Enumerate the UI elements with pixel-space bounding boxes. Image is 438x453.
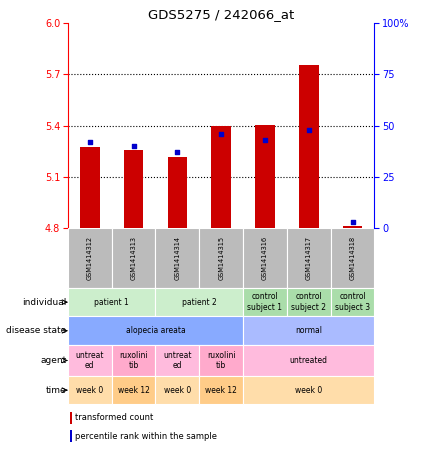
Text: ruxolini
tib: ruxolini tib: [207, 351, 236, 370]
Text: week 0: week 0: [76, 386, 103, 395]
Bar: [112, 376, 155, 405]
Point: [130, 143, 137, 150]
Text: GSM1414316: GSM1414316: [262, 236, 268, 280]
Text: GSM1414317: GSM1414317: [306, 236, 312, 280]
Text: GSM1414313: GSM1414313: [131, 236, 137, 280]
Bar: [243, 228, 287, 288]
Bar: [112, 345, 155, 376]
Text: week 0: week 0: [295, 386, 322, 395]
Text: week 0: week 0: [164, 386, 191, 395]
Bar: [343, 226, 363, 228]
Bar: [287, 288, 331, 317]
Text: disease state: disease state: [6, 326, 67, 335]
Text: untreated: untreated: [290, 356, 328, 365]
Bar: [68, 376, 112, 405]
Bar: [299, 65, 319, 228]
Bar: [155, 376, 199, 405]
Bar: [243, 288, 287, 317]
Text: control
subject 2: control subject 2: [291, 293, 326, 312]
Bar: [155, 228, 199, 288]
Title: GDS5275 / 242066_at: GDS5275 / 242066_at: [148, 9, 294, 21]
Bar: [199, 376, 243, 405]
Text: transformed count: transformed count: [75, 413, 154, 422]
Text: control
subject 1: control subject 1: [247, 293, 283, 312]
Point: [305, 126, 312, 133]
Bar: [243, 345, 374, 376]
Text: untreat
ed: untreat ed: [163, 351, 192, 370]
Point: [174, 149, 181, 156]
Text: GSM1414314: GSM1414314: [174, 236, 180, 280]
Bar: [70, 430, 72, 442]
Text: agent: agent: [40, 356, 67, 365]
Bar: [243, 376, 374, 405]
Point: [218, 130, 225, 137]
Text: week 12: week 12: [205, 386, 237, 395]
Bar: [68, 288, 155, 317]
Text: GSM1414315: GSM1414315: [218, 236, 224, 280]
Bar: [68, 317, 243, 345]
Text: control
subject 3: control subject 3: [335, 293, 370, 312]
Bar: [80, 147, 100, 228]
Text: time: time: [46, 386, 67, 395]
Bar: [255, 125, 275, 228]
Bar: [70, 411, 72, 424]
Bar: [124, 150, 144, 228]
Bar: [211, 126, 231, 228]
Bar: [112, 228, 155, 288]
Point: [349, 219, 356, 226]
Bar: [168, 157, 187, 228]
Text: untreat
ed: untreat ed: [75, 351, 104, 370]
Text: normal: normal: [295, 326, 322, 335]
Text: ruxolini
tib: ruxolini tib: [119, 351, 148, 370]
Text: patient 2: patient 2: [182, 298, 217, 307]
Text: GSM1414312: GSM1414312: [87, 236, 93, 280]
Point: [261, 136, 268, 144]
Bar: [331, 288, 374, 317]
Bar: [287, 228, 331, 288]
Text: week 12: week 12: [118, 386, 149, 395]
Bar: [331, 228, 374, 288]
Text: alopecia areata: alopecia areata: [126, 326, 185, 335]
Text: GSM1414318: GSM1414318: [350, 236, 356, 280]
Bar: [68, 345, 112, 376]
Bar: [155, 345, 199, 376]
Bar: [199, 345, 243, 376]
Text: percentile rank within the sample: percentile rank within the sample: [75, 432, 217, 441]
Bar: [199, 228, 243, 288]
Bar: [243, 317, 374, 345]
Text: patient 1: patient 1: [94, 298, 129, 307]
Point: [86, 139, 93, 146]
Bar: [68, 228, 112, 288]
Bar: [155, 288, 243, 317]
Text: individual: individual: [22, 298, 67, 307]
